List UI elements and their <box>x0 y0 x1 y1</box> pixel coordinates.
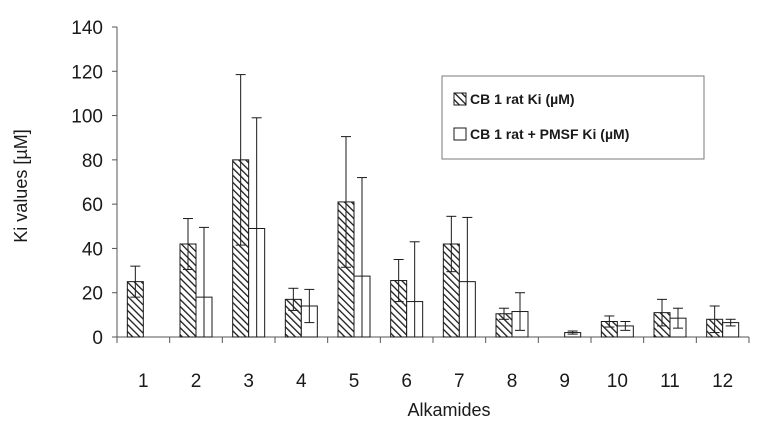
y-tick-label: 120 <box>71 62 103 83</box>
x-tick-label: 4 <box>296 371 307 392</box>
x-tick-label: 9 <box>559 371 570 392</box>
legend-swatch-hatched <box>453 92 467 106</box>
x-tick-label: 11 <box>660 371 680 392</box>
x-tick-label: 8 <box>507 371 518 392</box>
x-tick-label: 6 <box>401 371 412 392</box>
y-tick-label: 140 <box>71 18 103 39</box>
legend-label-cb1-rat: CB 1 rat Ki (µM) <box>470 91 575 107</box>
legend-label-cb1-rat-pmsf: CB 1 rat + PMSF Ki (µM) <box>470 126 629 142</box>
x-tick-label: 1 <box>138 371 149 392</box>
bars <box>126 159 740 338</box>
axes <box>112 26 750 343</box>
y-axis-title: Ki values [µM] <box>11 129 31 242</box>
y-tick-label: 20 <box>82 284 103 305</box>
x-tick-label: 10 <box>607 371 628 392</box>
legend-box <box>441 75 705 160</box>
y-tick-label: 40 <box>82 239 103 260</box>
x-tick-label: 7 <box>454 371 465 392</box>
y-tick-label: 60 <box>82 195 103 216</box>
legend: CB 1 rat Ki (µM) CB 1 rat + PMSF Ki (µM) <box>441 75 705 160</box>
y-tick-label: 80 <box>82 151 103 172</box>
legend-swatch-open <box>453 127 467 141</box>
x-tick-label: 12 <box>712 371 733 392</box>
x-tick-label: 3 <box>243 371 254 392</box>
y-tick-label: 100 <box>71 107 103 128</box>
y-tick-label: 0 <box>92 328 103 349</box>
x-tick-label: 2 <box>191 371 202 392</box>
x-axis-title: Alkamides <box>407 400 490 420</box>
error-bars <box>130 74 736 338</box>
x-tick-label: 5 <box>349 371 360 392</box>
